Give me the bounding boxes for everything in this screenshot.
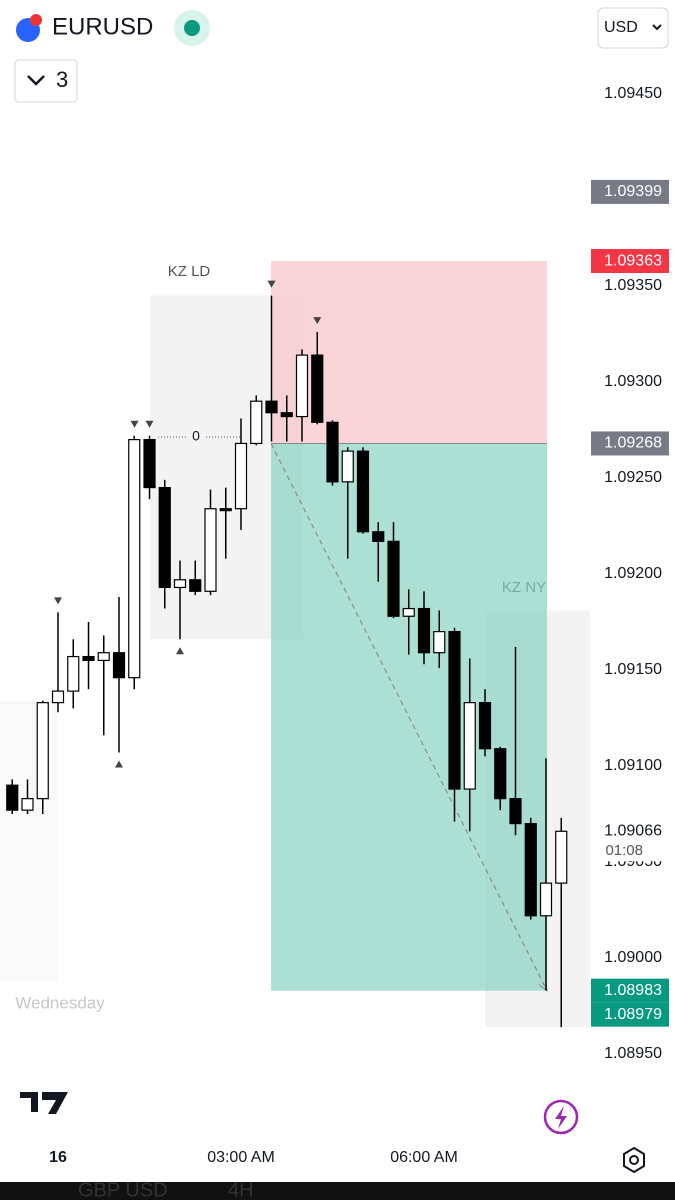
candle-body (67, 655, 80, 692)
peek-symbol: GBP USD (78, 1179, 168, 1200)
price-label (591, 249, 669, 274)
candle-body (128, 439, 141, 679)
countdown: 01:08 (605, 842, 643, 859)
y-tick-label: 1.09300 (604, 373, 662, 390)
candle-body (97, 652, 110, 661)
candle-body (189, 579, 202, 592)
candle-body (51, 690, 65, 704)
candle-body (295, 354, 309, 418)
y-tick-label: 1.09000 (604, 949, 662, 966)
candle-body (234, 442, 248, 510)
candle-body (509, 798, 522, 825)
header: EURUSD USD 3 (14, 7, 669, 103)
plot: KZ LDKZ NYWednesday01.094501.093501.0930… (0, 85, 669, 1166)
flag-icon-badge (30, 14, 42, 26)
candle-body (448, 630, 461, 790)
x-tick-label: 03:00 AM (207, 1149, 275, 1166)
candle-body (143, 439, 156, 489)
price-label-text: 1.09268 (604, 435, 662, 452)
y-tick-label: 1.09100 (604, 757, 662, 774)
y-tick-label: 1.09200 (604, 565, 662, 582)
currency-select[interactable] (597, 7, 669, 49)
candle-body (204, 508, 217, 592)
projection-line (270, 443, 548, 991)
symbol: EURUSD (52, 13, 153, 40)
candle-body (250, 400, 263, 445)
candle-body (417, 607, 431, 654)
candle-body (387, 540, 400, 617)
candle-body (341, 450, 354, 483)
level-label: 0 (192, 428, 200, 444)
candle-body (433, 630, 446, 654)
price-label-text: 1.09066 (604, 822, 662, 839)
fractal-down (54, 597, 62, 605)
settings-icon (629, 1155, 639, 1165)
session-label: Wednesday (15, 993, 105, 1012)
price-label (591, 1002, 669, 1027)
candle-body (539, 882, 553, 917)
candle-body (82, 655, 95, 661)
session-box (0, 700, 58, 982)
y-tick-label: 1.09150 (604, 661, 662, 678)
price-label-text: 1.08983 (604, 982, 662, 999)
price-label-text: 1.08979 (604, 1006, 662, 1023)
candle-body (372, 531, 385, 542)
candle-body (555, 830, 568, 884)
peek-bar (0, 1182, 675, 1200)
fractal-down (145, 420, 154, 428)
x-tick-label: 06:00 AM (390, 1149, 458, 1166)
price-label (591, 978, 669, 1003)
candle-body (494, 748, 507, 800)
candle-body (219, 508, 232, 512)
candle-body (478, 702, 492, 750)
candle-body (463, 702, 476, 790)
candle-body (402, 607, 415, 617)
candle-body (36, 702, 49, 800)
settings-button[interactable] (623, 1146, 645, 1174)
fractal-up (115, 760, 123, 768)
price-label-text: 1.09399 (604, 183, 662, 200)
candle-body (311, 354, 324, 423)
price-label-text: 1.09363 (604, 252, 662, 269)
price-label (591, 179, 669, 204)
y-tick-label: 1.08950 (604, 1045, 662, 1062)
candle-body (265, 400, 278, 414)
y-tick-label: 1.09450 (604, 85, 662, 102)
y-tick-label: 1.09350 (604, 277, 662, 294)
candle-body (21, 798, 34, 811)
lightning-icon (555, 1106, 567, 1129)
candle-body (6, 784, 19, 811)
indicator-toggle[interactable] (14, 59, 78, 103)
logo (20, 1092, 68, 1114)
status-dot (184, 20, 200, 36)
session-label: KZ LD (168, 263, 211, 280)
fractal-down (267, 280, 276, 288)
indicator-count: 3 (56, 67, 68, 92)
candle-body (112, 652, 126, 679)
fractal-down (130, 420, 139, 428)
candle-body (524, 822, 537, 917)
price-label (591, 819, 669, 862)
currency-label: USD (604, 19, 638, 36)
peek-interval: 4H (228, 1179, 254, 1200)
candle-body (158, 487, 171, 589)
candle-body (173, 579, 187, 589)
candle-body (356, 450, 370, 533)
chevron (27, 75, 45, 86)
price-label (591, 431, 669, 456)
fractal-up (176, 647, 184, 655)
fractal-down (313, 317, 322, 325)
candle-body (280, 412, 293, 418)
y-tick-label: 1.09250 (604, 469, 662, 486)
candle-body (326, 421, 339, 483)
x-tick-label: 16 (49, 1149, 67, 1166)
chevron (652, 24, 662, 31)
footer: GBP USD 4H (0, 1092, 675, 1200)
